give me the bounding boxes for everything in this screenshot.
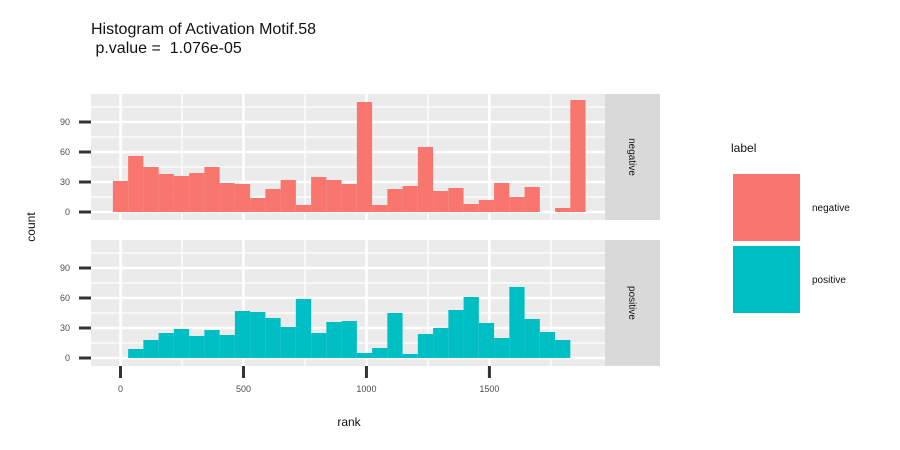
histogram-bar <box>234 311 251 358</box>
y-tick-label: 0 <box>65 207 70 217</box>
legend: label negative positive <box>731 141 850 313</box>
legend-label-positive: positive <box>812 275 846 286</box>
histogram-bar <box>280 327 296 358</box>
histogram-bar <box>219 183 235 212</box>
y-tick-label: 60 <box>60 293 70 303</box>
legend-key-positive <box>733 246 800 313</box>
histogram-bar <box>143 340 159 358</box>
legend-title: label <box>731 141 756 155</box>
histogram-bar <box>295 299 312 358</box>
histogram-bar <box>433 191 449 212</box>
legend-label-negative: negative <box>812 203 850 214</box>
histogram-bar <box>555 340 571 358</box>
y-tick-label: 90 <box>60 117 70 127</box>
histogram-bar <box>509 197 525 212</box>
histogram-bar <box>265 189 281 212</box>
histogram-bar <box>433 328 449 358</box>
histogram-bar <box>112 181 129 212</box>
x-tick-label: 500 <box>236 384 251 394</box>
chart-title: Histogram of Activation Motif.58 <box>91 21 316 38</box>
facet-panel-negative: 0 30 60 90 negative <box>60 94 660 220</box>
histogram-bar <box>463 297 479 358</box>
histogram-bar <box>326 180 342 212</box>
histogram-bar <box>311 333 327 358</box>
x-axis-title: rank <box>337 415 361 429</box>
histogram-bar <box>524 187 540 212</box>
histogram-bar <box>173 176 190 212</box>
histogram-bar <box>478 323 495 358</box>
histogram-bar <box>448 188 464 212</box>
histogram-bar <box>326 322 342 358</box>
y-axis-title: count <box>24 212 38 242</box>
histogram-bar <box>356 353 373 358</box>
histogram-bar <box>250 198 266 212</box>
x-tick-label: 0 <box>118 384 123 394</box>
histogram-bar <box>524 319 540 358</box>
strip-background <box>605 240 660 366</box>
histogram-bar <box>448 310 464 358</box>
strip-background <box>605 94 660 220</box>
x-tick-label: 1500 <box>479 384 499 394</box>
histogram-bar <box>387 189 403 212</box>
facet-strip-positive: positive <box>605 240 660 366</box>
strip-label: positive <box>626 286 637 320</box>
facet-panel-positive: 0 30 60 90 positive <box>60 240 660 366</box>
histogram-bar <box>158 333 174 358</box>
x-tick-label: 1000 <box>356 384 376 394</box>
histogram-bar <box>372 205 388 212</box>
strip-label: negative <box>626 138 637 176</box>
y-tick-label: 30 <box>60 177 70 187</box>
histogram-bar <box>143 167 159 212</box>
histogram-bar <box>417 334 434 358</box>
histogram-bar <box>494 183 510 212</box>
histogram-bar <box>219 335 235 358</box>
x-axis: 0 500 1000 1500 <box>118 366 499 394</box>
histogram-bar <box>250 312 266 358</box>
y-tick-label: 60 <box>60 147 70 157</box>
legend-key-negative <box>733 174 800 241</box>
histogram-bar <box>387 313 403 358</box>
histogram-bar <box>417 147 434 212</box>
histogram-bar <box>173 329 190 358</box>
histogram-bar <box>372 348 388 358</box>
chart-subtitle: p.value = 1.076e-05 <box>91 40 242 57</box>
histogram-bar <box>478 200 495 212</box>
histogram-bar <box>509 287 525 358</box>
histogram-bar <box>402 354 418 358</box>
facet-panels: 0 30 60 90 negative 0 30 60 90 positive <box>60 94 660 366</box>
histogram-bar <box>555 208 571 212</box>
histogram-bar <box>539 332 556 358</box>
histogram-bar <box>265 318 281 358</box>
histogram-bar <box>311 177 327 212</box>
histogram-bar <box>341 184 357 212</box>
facet-strip-negative: negative <box>605 94 660 220</box>
histogram-bar <box>189 336 205 358</box>
histogram-bar <box>402 186 418 212</box>
histogram-bar <box>128 156 144 212</box>
histogram-bar <box>295 205 312 212</box>
histogram-bar <box>280 180 296 212</box>
histogram-bar <box>570 100 586 212</box>
histogram-bar <box>204 167 220 212</box>
histogram-bar <box>158 174 174 212</box>
histogram-bar <box>356 102 373 212</box>
histogram-bar <box>204 330 220 358</box>
y-tick-label: 90 <box>60 263 70 273</box>
y-tick-label: 0 <box>65 353 70 363</box>
histogram-bar <box>494 338 510 358</box>
histogram-bar <box>463 204 479 212</box>
histogram-bar <box>234 184 251 212</box>
histogram-bar <box>341 321 357 358</box>
y-tick-label: 30 <box>60 323 70 333</box>
histogram-bar <box>189 173 205 212</box>
histogram-bar <box>128 349 144 358</box>
